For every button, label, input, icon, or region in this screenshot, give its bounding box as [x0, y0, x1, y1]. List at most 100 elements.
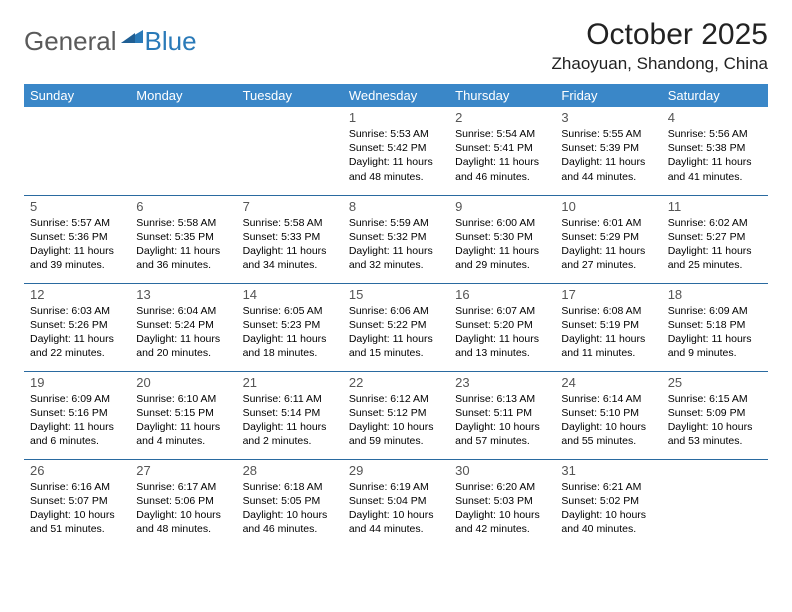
calendar-cell: 10 Sunrise: 6:01 AMSunset: 5:29 PMDayligh…	[555, 195, 661, 283]
sunset-text: Sunset: 5:09 PM	[668, 406, 762, 420]
daylight-text: Daylight: 11 hours and 9 minutes.	[668, 332, 762, 360]
sunrise-text: Sunrise: 6:07 AM	[455, 304, 549, 318]
day-info: Sunrise: 6:01 AMSunset: 5:29 PMDaylight:…	[561, 216, 655, 273]
sunrise-text: Sunrise: 5:58 AM	[136, 216, 230, 230]
calendar-cell: 24Sunrise: 6:14 AMSunset: 5:10 PMDayligh…	[555, 371, 661, 459]
sunset-text: Sunset: 5:11 PM	[455, 406, 549, 420]
calendar-cell: 17 Sunrise: 6:08 AMSunset: 5:19 PMDayligh…	[555, 283, 661, 371]
day-number: 31	[561, 463, 655, 478]
day-number: 11	[668, 199, 762, 214]
sunset-text: Sunset: 5:03 PM	[455, 494, 549, 508]
day-info: Sunrise: 5:57 AMSunset: 5:36 PMDaylight:…	[30, 216, 124, 273]
sunset-text: Sunset: 5:22 PM	[349, 318, 443, 332]
daylight-text: Daylight: 10 hours and 44 minutes.	[349, 508, 443, 536]
day-info: Sunrise: 5:53 AMSunset: 5:42 PMDaylight:…	[349, 127, 443, 184]
calendar-cell: 15Sunrise: 6:06 AMSunset: 5:22 PMDayligh…	[343, 283, 449, 371]
daylight-text: Daylight: 10 hours and 59 minutes.	[349, 420, 443, 448]
day-number: 5	[30, 199, 124, 214]
day-info: Sunrise: 6:03 AMSunset: 5:26 PMDaylight:…	[30, 304, 124, 361]
day-number: 9	[455, 199, 549, 214]
daylight-text: Daylight: 11 hours and 41 minutes.	[668, 155, 762, 183]
weekday-header: Monday	[130, 84, 236, 107]
calendar-cell	[662, 459, 768, 547]
day-number: 28	[243, 463, 337, 478]
day-info: Sunrise: 6:15 AMSunset: 5:09 PMDaylight:…	[668, 392, 762, 449]
day-number: 14	[243, 287, 337, 302]
sunrise-text: Sunrise: 5:54 AM	[455, 127, 549, 141]
daylight-text: Daylight: 11 hours and 15 minutes.	[349, 332, 443, 360]
day-info: Sunrise: 6:13 AMSunset: 5:11 PMDaylight:…	[455, 392, 549, 449]
day-info: Sunrise: 6:17 AMSunset: 5:06 PMDaylight:…	[136, 480, 230, 537]
sunrise-text: Sunrise: 6:19 AM	[349, 480, 443, 494]
calendar-cell: 1 Sunrise: 5:53 AMSunset: 5:42 PMDaylight…	[343, 107, 449, 195]
sunset-text: Sunset: 5:20 PM	[455, 318, 549, 332]
day-info: Sunrise: 6:18 AMSunset: 5:05 PMDaylight:…	[243, 480, 337, 537]
calendar-cell: 28 Sunrise: 6:18 AMSunset: 5:05 PMDayligh…	[237, 459, 343, 547]
daylight-text: Daylight: 10 hours and 57 minutes.	[455, 420, 549, 448]
sunset-text: Sunset: 5:10 PM	[561, 406, 655, 420]
day-number: 21	[243, 375, 337, 390]
daylight-text: Daylight: 11 hours and 48 minutes.	[349, 155, 443, 183]
calendar-cell: 11Sunrise: 6:02 AMSunset: 5:27 PMDayligh…	[662, 195, 768, 283]
day-number: 29	[349, 463, 443, 478]
day-info: Sunrise: 6:20 AMSunset: 5:03 PMDaylight:…	[455, 480, 549, 537]
daylight-text: Daylight: 11 hours and 25 minutes.	[668, 244, 762, 272]
calendar-cell: 9 Sunrise: 6:00 AMSunset: 5:30 PMDaylight…	[449, 195, 555, 283]
day-number: 27	[136, 463, 230, 478]
daylight-text: Daylight: 11 hours and 11 minutes.	[561, 332, 655, 360]
sunset-text: Sunset: 5:14 PM	[243, 406, 337, 420]
calendar-cell	[237, 107, 343, 195]
day-number: 19	[30, 375, 124, 390]
sunrise-text: Sunrise: 5:56 AM	[668, 127, 762, 141]
day-info: Sunrise: 5:58 AMSunset: 5:33 PMDaylight:…	[243, 216, 337, 273]
calendar-cell: 20Sunrise: 6:10 AMSunset: 5:15 PMDayligh…	[130, 371, 236, 459]
calendar-cell: 31 Sunrise: 6:21 AMSunset: 5:02 PMDayligh…	[555, 459, 661, 547]
daylight-text: Daylight: 10 hours and 55 minutes.	[561, 420, 655, 448]
day-number: 1	[349, 110, 443, 125]
sunset-text: Sunset: 5:18 PM	[668, 318, 762, 332]
sunrise-text: Sunrise: 6:21 AM	[561, 480, 655, 494]
day-info: Sunrise: 6:04 AMSunset: 5:24 PMDaylight:…	[136, 304, 230, 361]
sunset-text: Sunset: 5:32 PM	[349, 230, 443, 244]
calendar-week-row: 5 Sunrise: 5:57 AMSunset: 5:36 PMDaylight…	[24, 195, 768, 283]
calendar-cell: 18Sunrise: 6:09 AMSunset: 5:18 PMDayligh…	[662, 283, 768, 371]
sunset-text: Sunset: 5:16 PM	[30, 406, 124, 420]
calendar-cell	[130, 107, 236, 195]
sunrise-text: Sunrise: 5:53 AM	[349, 127, 443, 141]
day-number: 17	[561, 287, 655, 302]
day-number: 20	[136, 375, 230, 390]
sunrise-text: Sunrise: 6:06 AM	[349, 304, 443, 318]
sunset-text: Sunset: 5:29 PM	[561, 230, 655, 244]
day-info: Sunrise: 6:21 AMSunset: 5:02 PMDaylight:…	[561, 480, 655, 537]
day-number: 7	[243, 199, 337, 214]
title-block: October 2025 Zhaoyuan, Shandong, China	[552, 18, 768, 74]
calendar-cell: 8Sunrise: 5:59 AMSunset: 5:32 PMDaylight…	[343, 195, 449, 283]
day-info: Sunrise: 6:00 AMSunset: 5:30 PMDaylight:…	[455, 216, 549, 273]
sunset-text: Sunset: 5:33 PM	[243, 230, 337, 244]
sunset-text: Sunset: 5:05 PM	[243, 494, 337, 508]
calendar-week-row: 1 Sunrise: 5:53 AMSunset: 5:42 PMDaylight…	[24, 107, 768, 195]
sunrise-text: Sunrise: 5:58 AM	[243, 216, 337, 230]
day-number: 22	[349, 375, 443, 390]
sunrise-text: Sunrise: 6:15 AM	[668, 392, 762, 406]
sunrise-text: Sunrise: 6:09 AM	[668, 304, 762, 318]
sunrise-text: Sunrise: 5:59 AM	[349, 216, 443, 230]
daylight-text: Daylight: 11 hours and 20 minutes.	[136, 332, 230, 360]
calendar-cell: 16Sunrise: 6:07 AMSunset: 5:20 PMDayligh…	[449, 283, 555, 371]
calendar-cell: 12Sunrise: 6:03 AMSunset: 5:26 PMDayligh…	[24, 283, 130, 371]
day-info: Sunrise: 6:08 AMSunset: 5:19 PMDaylight:…	[561, 304, 655, 361]
day-info: Sunrise: 6:06 AMSunset: 5:22 PMDaylight:…	[349, 304, 443, 361]
sunrise-text: Sunrise: 6:00 AM	[455, 216, 549, 230]
day-number: 10	[561, 199, 655, 214]
day-info: Sunrise: 6:16 AMSunset: 5:07 PMDaylight:…	[30, 480, 124, 537]
daylight-text: Daylight: 11 hours and 22 minutes.	[30, 332, 124, 360]
daylight-text: Daylight: 10 hours and 46 minutes.	[243, 508, 337, 536]
sunset-text: Sunset: 5:24 PM	[136, 318, 230, 332]
calendar-cell: 26Sunrise: 6:16 AMSunset: 5:07 PMDayligh…	[24, 459, 130, 547]
sunset-text: Sunset: 5:02 PM	[561, 494, 655, 508]
header: General Blue October 2025 Zhaoyuan, Shan…	[24, 18, 768, 74]
day-number: 23	[455, 375, 549, 390]
calendar-cell: 3Sunrise: 5:55 AMSunset: 5:39 PMDaylight…	[555, 107, 661, 195]
daylight-text: Daylight: 11 hours and 4 minutes.	[136, 420, 230, 448]
sunset-text: Sunset: 5:19 PM	[561, 318, 655, 332]
